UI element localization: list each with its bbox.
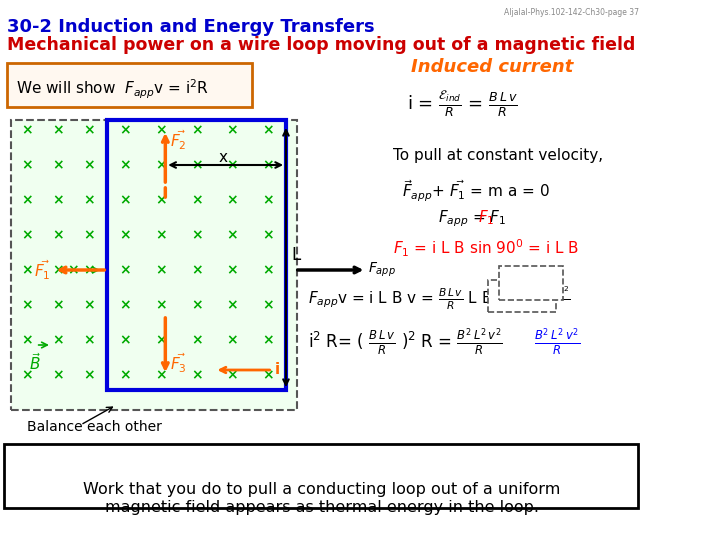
Text: $F_1$ = i L B sin 90$^0$ = i L B: $F_1$ = i L B sin 90$^0$ = i L B xyxy=(393,238,579,259)
FancyBboxPatch shape xyxy=(4,444,638,508)
Text: ×: × xyxy=(155,193,166,207)
FancyBboxPatch shape xyxy=(7,63,252,107)
Text: ×: × xyxy=(262,123,274,137)
Text: ×: × xyxy=(227,298,238,312)
Text: ×: × xyxy=(191,333,202,347)
Text: ×: × xyxy=(21,158,32,172)
Text: ×: × xyxy=(21,123,32,137)
Text: x: x xyxy=(219,150,228,165)
Text: ×: × xyxy=(53,193,64,207)
Text: ×: × xyxy=(21,263,32,277)
Text: ×: × xyxy=(155,158,166,172)
Text: ×: × xyxy=(53,263,64,277)
Text: $\vec{F_3}$: $\vec{F_3}$ xyxy=(170,352,186,375)
Text: ×: × xyxy=(262,228,274,242)
Text: ×: × xyxy=(227,158,238,172)
Bar xyxy=(11,120,297,410)
Text: ×: × xyxy=(120,298,131,312)
Text: ×: × xyxy=(84,333,95,347)
Text: ×: × xyxy=(21,298,32,312)
Text: ×: × xyxy=(262,298,274,312)
Text: ×: × xyxy=(262,193,274,207)
Text: ×: × xyxy=(155,333,166,347)
Text: ×: × xyxy=(227,123,238,137)
Text: ×: × xyxy=(191,158,202,172)
Text: ×: × xyxy=(84,123,95,137)
Text: ×: × xyxy=(68,263,79,277)
Text: ×: × xyxy=(227,193,238,207)
Text: ×: × xyxy=(84,228,95,242)
Text: ×: × xyxy=(120,193,131,207)
Text: i = $\frac{\mathcal{E}_{ind}}{R}$ = $\frac{B\,L\,v}{R}$: i = $\frac{\mathcal{E}_{ind}}{R}$ = $\fr… xyxy=(407,90,518,120)
Text: ×: × xyxy=(191,228,202,242)
Text: ×: × xyxy=(21,228,32,242)
Text: ×: × xyxy=(84,298,95,312)
Text: ×: × xyxy=(120,263,131,277)
Text: 30-2 Induction and Energy Transfers: 30-2 Induction and Energy Transfers xyxy=(7,18,375,36)
Bar xyxy=(107,120,286,390)
Text: ×: × xyxy=(155,298,166,312)
Text: ×: × xyxy=(191,123,202,137)
Text: ×: × xyxy=(120,158,131,172)
Text: ×: × xyxy=(120,228,131,242)
Text: ×: × xyxy=(53,228,64,242)
Text: ×: × xyxy=(84,263,95,277)
Text: ×: × xyxy=(227,368,238,382)
Text: ×: × xyxy=(227,263,238,277)
Text: ×: × xyxy=(21,193,32,207)
Text: i$^2$ R= ( $\frac{B\,L\,v}{R}$ )$^2$ R = $\frac{B^2\,L^2\,v^2}{R}$: i$^2$ R= ( $\frac{B\,L\,v}{R}$ )$^2$ R =… xyxy=(308,326,503,357)
Text: $F_{app}$: $F_{app}$ xyxy=(368,261,396,279)
Text: $F_{app}$ = $F_1$: $F_{app}$ = $F_1$ xyxy=(438,208,506,228)
Text: Aljalal-Phys.102-142-Ch30-page 37: Aljalal-Phys.102-142-Ch30-page 37 xyxy=(504,8,639,17)
Text: ×: × xyxy=(191,368,202,382)
Text: Balance each other: Balance each other xyxy=(27,420,162,434)
FancyBboxPatch shape xyxy=(488,280,556,312)
Text: ×: × xyxy=(84,193,95,207)
Text: Induced current: Induced current xyxy=(411,58,573,76)
Text: ×: × xyxy=(227,228,238,242)
Text: ×: × xyxy=(155,368,166,382)
Text: ×: × xyxy=(53,298,64,312)
Text: ×: × xyxy=(84,368,95,382)
Text: ×: × xyxy=(53,158,64,172)
Text: Work that you do to pull a conducting loop out of a uniform: Work that you do to pull a conducting lo… xyxy=(83,482,560,497)
Text: Mechanical power on a wire loop moving out of a magnetic field: Mechanical power on a wire loop moving o… xyxy=(7,36,636,54)
Text: ×: × xyxy=(84,158,95,172)
Text: To pull at constant velocity,: To pull at constant velocity, xyxy=(393,148,603,163)
FancyBboxPatch shape xyxy=(499,266,563,300)
Text: ×: × xyxy=(227,333,238,347)
Text: ×: × xyxy=(262,263,274,277)
Text: $\vec{F_2}$: $\vec{F_2}$ xyxy=(170,128,186,152)
Text: ×: × xyxy=(262,368,274,382)
Text: ×: × xyxy=(155,228,166,242)
Text: ×: × xyxy=(53,333,64,347)
Text: ×: × xyxy=(155,123,166,137)
Text: ×: × xyxy=(120,333,131,347)
Text: ×: × xyxy=(120,123,131,137)
Text: ×: × xyxy=(191,298,202,312)
Text: $F_{app}$v = i L B v = $\frac{B\,L\,v}{R}$ L B v = $\frac{B^2\,L^2\,v^2}{R}$: $F_{app}$v = i L B v = $\frac{B\,L\,v}{R… xyxy=(308,285,571,313)
Text: We will show  $F_{app}$v = i$^2$R: We will show $F_{app}$v = i$^2$R xyxy=(16,78,210,102)
Text: ×: × xyxy=(53,123,64,137)
Text: $\vec{F}_{app}$+ $\vec{F_1}$ = m a = 0: $\vec{F}_{app}$+ $\vec{F_1}$ = m a = 0 xyxy=(402,178,550,204)
Text: L: L xyxy=(292,246,300,264)
Text: ×: × xyxy=(21,368,32,382)
Text: ×: × xyxy=(120,368,131,382)
Text: ×: × xyxy=(191,263,202,277)
Text: magnetic field appears as thermal energy in the loop.: magnetic field appears as thermal energy… xyxy=(104,500,539,515)
Text: ×: × xyxy=(262,333,274,347)
Text: $F_1$: $F_1$ xyxy=(478,208,495,227)
Text: $\vec{B}$: $\vec{B}$ xyxy=(29,352,41,373)
Text: ×: × xyxy=(262,158,274,172)
Text: ×: × xyxy=(21,333,32,347)
Text: $\vec{F_1}$: $\vec{F_1}$ xyxy=(34,258,50,282)
Text: ×: × xyxy=(191,193,202,207)
Text: ×: × xyxy=(53,368,64,382)
Text: ×: × xyxy=(155,263,166,277)
Text: i: i xyxy=(275,362,280,377)
Text: $\frac{B^2\,L^2\,v^2}{R}$: $\frac{B^2\,L^2\,v^2}{R}$ xyxy=(534,326,580,357)
